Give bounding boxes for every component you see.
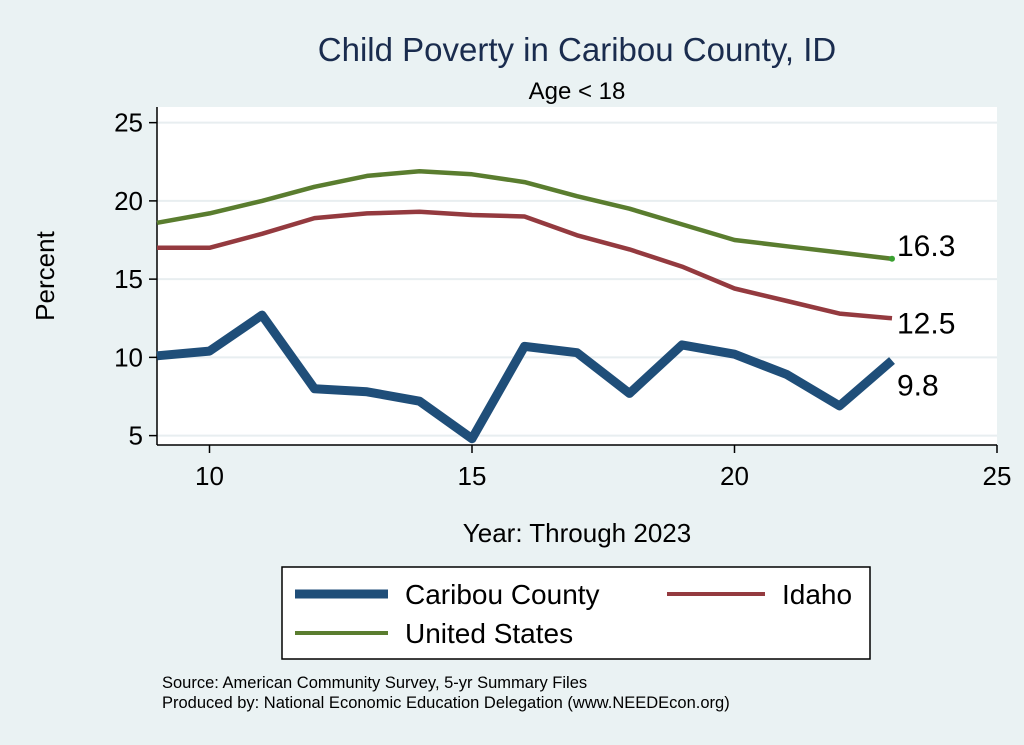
x-tick-label-10: 10 — [195, 461, 224, 491]
end-labels: 16.3 12.5 9.8 — [889, 230, 955, 403]
end-marker-united-states — [889, 255, 895, 262]
source-note: Source: American Community Survey, 5-yr … — [162, 674, 587, 692]
axes: 5 10 15 20 25 10 15 20 25 — [114, 107, 1011, 491]
legend-label-caribou-county: Caribou County — [405, 579, 600, 610]
y-tick-label-10: 10 — [114, 342, 143, 372]
plot-area — [157, 107, 997, 445]
x-tick-label-15: 15 — [458, 461, 487, 491]
legend: Caribou County Idaho United States — [281, 566, 871, 660]
series-line-idaho — [157, 209, 893, 321]
series-line-caribou-county — [156, 310, 895, 444]
y-tick-label-15: 15 — [114, 264, 143, 294]
y-tick-label-25: 25 — [114, 108, 143, 138]
end-label-caribou-county: 9.8 — [897, 370, 939, 403]
legend-label-united-states: United States — [405, 618, 573, 649]
y-tick-label-5: 5 — [129, 421, 143, 451]
end-label-united-states: 16.3 — [897, 230, 955, 263]
series-group — [156, 168, 895, 444]
end-label-idaho: 12.5 — [897, 307, 955, 340]
x-axis-title: Year: Through 2023 — [463, 518, 691, 548]
series-line-united-states — [156, 168, 893, 262]
legend-box — [281, 566, 871, 660]
y-axis-title: Percent — [30, 230, 60, 320]
chart-subtitle: Age < 18 — [529, 78, 626, 105]
produced-note: Produced by: National Economic Education… — [162, 694, 730, 712]
legend-label-idaho: Idaho — [782, 579, 852, 610]
x-tick-label-20: 20 — [720, 461, 749, 491]
chart-title: Child Poverty in Caribou County, ID — [318, 31, 836, 68]
y-tick-label-20: 20 — [114, 186, 143, 216]
x-tick-label-25: 25 — [983, 461, 1012, 491]
